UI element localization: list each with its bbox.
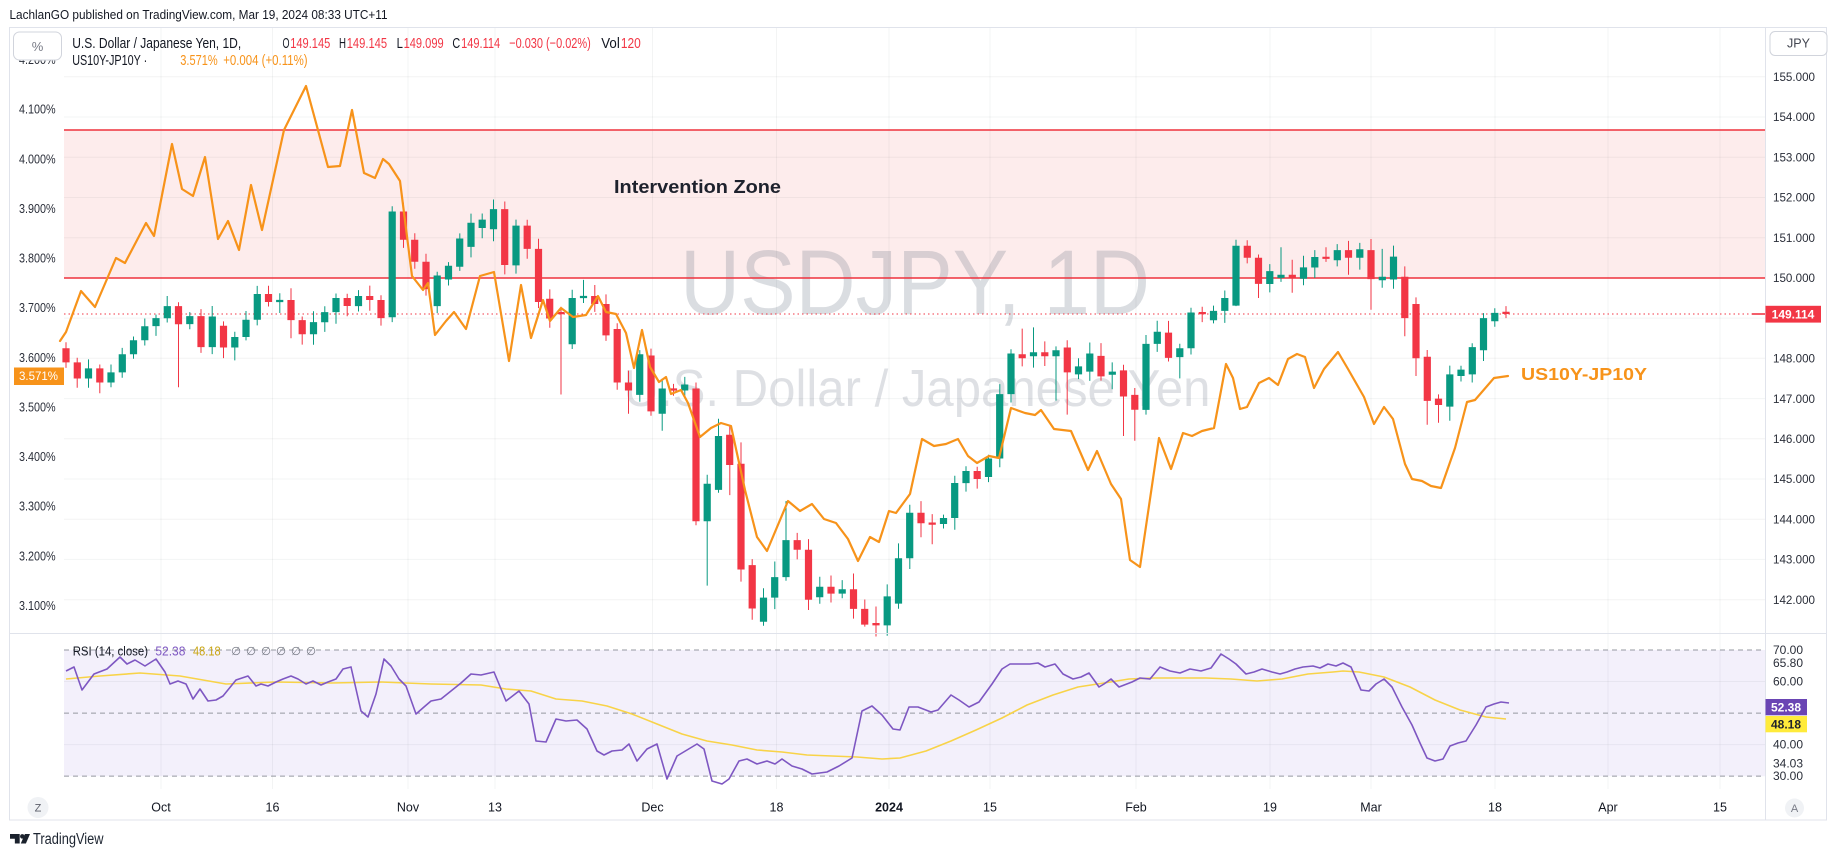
svg-text:15: 15: [1713, 801, 1727, 815]
svg-text:U.S. Dollar / Japanese Yen, 1D: U.S. Dollar / Japanese Yen, 1D,: [72, 36, 241, 52]
svg-text:60.00: 60.00: [1773, 675, 1803, 689]
svg-text:Oct: Oct: [151, 801, 171, 815]
svg-text:65.80: 65.80: [1773, 656, 1803, 670]
svg-text:3.700%: 3.700%: [19, 300, 56, 315]
svg-text:∅: ∅: [291, 646, 301, 658]
svg-text:40.00: 40.00: [1773, 738, 1803, 752]
svg-text:152.000: 152.000: [1773, 191, 1815, 205]
svg-text:LachlanGO published on Trading: LachlanGO published on TradingView.com, …: [10, 7, 388, 22]
svg-text:−0.030 (−0.02%): −0.030 (−0.02%): [509, 36, 591, 52]
svg-text:18: 18: [1488, 801, 1502, 815]
svg-text:Dec: Dec: [641, 801, 663, 815]
svg-text:RSI (14, close): RSI (14, close): [73, 645, 148, 659]
svg-text:L: L: [397, 36, 403, 52]
svg-text:JPY: JPY: [1787, 37, 1811, 51]
svg-text:153.000: 153.000: [1773, 150, 1815, 164]
svg-text:∅: ∅: [261, 646, 271, 658]
svg-text:13: 13: [488, 801, 502, 815]
svg-text:+0.004 (+0.11%): +0.004 (+0.11%): [223, 53, 307, 69]
svg-text:146.000: 146.000: [1773, 432, 1815, 446]
svg-text:3.800%: 3.800%: [19, 251, 56, 266]
svg-text:52.38: 52.38: [1771, 701, 1801, 715]
svg-text:US10Y-JP10Y ·: US10Y-JP10Y ·: [72, 53, 147, 69]
svg-text:18: 18: [770, 801, 784, 815]
svg-text:∅: ∅: [246, 646, 256, 658]
svg-text:Nov: Nov: [397, 801, 420, 815]
svg-text:4.000%: 4.000%: [19, 151, 56, 166]
svg-text:48.18: 48.18: [1771, 718, 1801, 732]
svg-text:34.03: 34.03: [1773, 756, 1803, 770]
svg-text:15: 15: [983, 801, 997, 815]
svg-text:151.000: 151.000: [1773, 231, 1815, 245]
svg-text:149.099: 149.099: [404, 36, 444, 52]
svg-text:Z: Z: [35, 803, 42, 815]
svg-text:Feb: Feb: [1125, 801, 1147, 815]
svg-text:52.38: 52.38: [155, 645, 185, 659]
svg-text:3.100%: 3.100%: [19, 598, 56, 613]
svg-text:∅: ∅: [306, 646, 316, 658]
svg-text:USDJPY, 1D: USDJPY, 1D: [680, 232, 1150, 334]
svg-text:3.571%: 3.571%: [180, 53, 217, 69]
svg-text:A: A: [1791, 803, 1799, 815]
svg-text:Intervention Zone: Intervention Zone: [614, 176, 781, 197]
svg-text:O: O: [283, 36, 290, 52]
svg-text:30.00: 30.00: [1773, 769, 1803, 783]
svg-text:3.400%: 3.400%: [19, 449, 56, 464]
svg-text:3.500%: 3.500%: [19, 399, 56, 414]
svg-text:48.18: 48.18: [193, 645, 221, 659]
svg-text:C: C: [452, 36, 460, 52]
svg-text:150.000: 150.000: [1773, 271, 1815, 285]
svg-text:148.000: 148.000: [1773, 352, 1815, 366]
svg-text:155.000: 155.000: [1773, 70, 1815, 84]
svg-text:143.000: 143.000: [1773, 553, 1815, 567]
svg-text:Apr: Apr: [1598, 801, 1617, 815]
svg-text:3.571%: 3.571%: [19, 371, 58, 383]
svg-text:149.145: 149.145: [347, 36, 387, 52]
svg-text:16: 16: [266, 801, 280, 815]
svg-text:120: 120: [621, 36, 641, 52]
svg-text:4.100%: 4.100%: [19, 102, 56, 117]
svg-text:Vol: Vol: [601, 36, 620, 52]
svg-text:3.600%: 3.600%: [19, 350, 56, 365]
svg-text:144.000: 144.000: [1773, 512, 1815, 526]
svg-text:149.145: 149.145: [290, 36, 330, 52]
svg-text:147.000: 147.000: [1773, 392, 1815, 406]
svg-text:Mar: Mar: [1360, 801, 1382, 815]
svg-text:∅: ∅: [231, 646, 241, 658]
svg-text:154.000: 154.000: [1773, 110, 1815, 124]
svg-text:TradingView: TradingView: [33, 831, 104, 848]
svg-text:70.00: 70.00: [1773, 643, 1803, 657]
svg-text:∅: ∅: [276, 646, 286, 658]
svg-text:3.300%: 3.300%: [19, 499, 56, 514]
svg-text:149.114: 149.114: [461, 36, 500, 52]
svg-text:2024: 2024: [875, 801, 903, 815]
svg-text:145.000: 145.000: [1773, 472, 1815, 486]
svg-text:142.000: 142.000: [1773, 593, 1815, 607]
svg-text:19: 19: [1263, 801, 1277, 815]
svg-text:149.114: 149.114: [1772, 308, 1815, 322]
svg-text:3.900%: 3.900%: [19, 201, 56, 216]
svg-text:H: H: [339, 36, 346, 52]
svg-text:%: %: [32, 39, 44, 54]
svg-text:US10Y-JP10Y: US10Y-JP10Y: [1521, 364, 1647, 384]
svg-text:3.200%: 3.200%: [19, 548, 56, 563]
